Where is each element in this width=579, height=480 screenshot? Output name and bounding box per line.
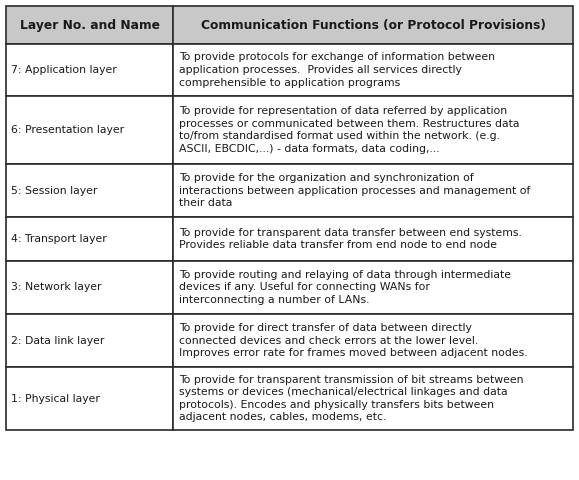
Text: Layer No. and Name: Layer No. and Name [20,19,160,32]
Bar [6,367,173,430]
Bar [6,261,173,314]
Bar [173,44,573,96]
Text: To provide for transparent data transfer between end systems.
Provides reliable : To provide for transparent data transfer… [179,228,522,250]
Text: 3: Network layer: 3: Network layer [11,283,101,292]
Text: 5: Session layer: 5: Session layer [11,185,97,195]
Text: Communication Functions (or Protocol Provisions): Communication Functions (or Protocol Pro… [201,19,545,32]
Text: 6: Presentation layer: 6: Presentation layer [11,125,124,135]
Text: 1: Physical layer: 1: Physical layer [11,394,100,404]
Bar [173,261,573,314]
Text: To provide for transparent transmission of bit streams between
systems or device: To provide for transparent transmission … [179,375,524,422]
Text: 2: Data link layer: 2: Data link layer [11,336,104,346]
Text: To provide for the organization and synchronization of
interactions between appl: To provide for the organization and sync… [179,173,530,208]
Bar [6,217,173,261]
Bar [173,96,573,164]
Text: To provide routing and relaying of data through intermediate
devices if any. Use: To provide routing and relaying of data … [179,270,511,305]
Text: To provide for representation of data referred by application
processes or commu: To provide for representation of data re… [179,106,520,154]
Bar [173,217,573,261]
Bar [173,367,573,430]
Text: To provide protocols for exchange of information between
application processes. : To provide protocols for exchange of inf… [179,52,495,87]
Bar [173,6,573,44]
Bar [6,44,173,96]
Bar [173,164,573,217]
Bar [6,6,173,44]
Bar [6,164,173,217]
Text: 7: Application layer: 7: Application layer [11,65,117,75]
Text: 4: Transport layer: 4: Transport layer [11,234,107,244]
Bar [6,96,173,164]
Bar [6,314,173,367]
Bar [173,314,573,367]
Text: To provide for direct transfer of data between directly
connected devices and ch: To provide for direct transfer of data b… [179,323,528,358]
